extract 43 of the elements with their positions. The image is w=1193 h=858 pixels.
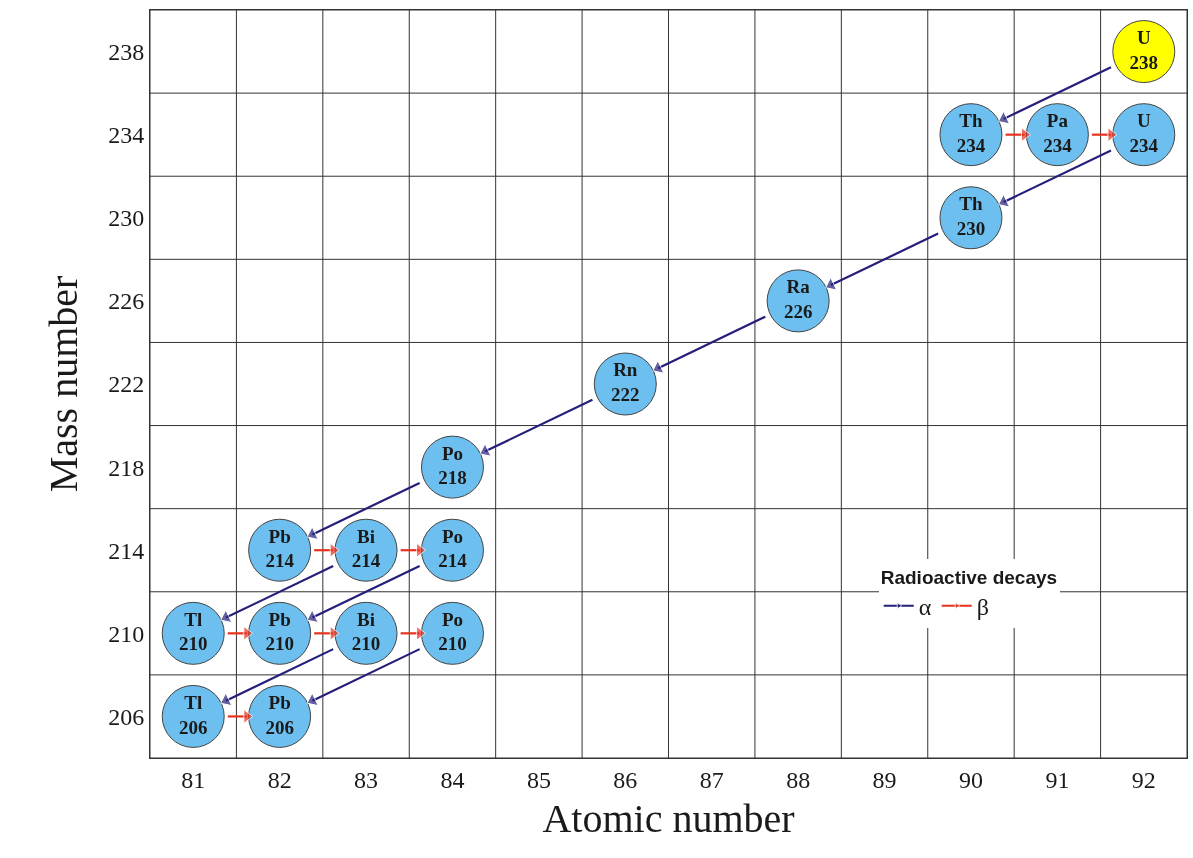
data-label: Pa 234 [1043,110,1073,156]
data-label: Bi 214 [351,525,381,572]
legend-label: α [918,594,932,621]
data-label: Rn 222 [611,359,640,406]
x-tick-label: 86 [613,766,638,793]
y-tick-label: 206 [108,703,145,730]
legend-label: β [976,594,989,621]
data-label: Pb 206 [265,691,294,738]
data-label: Tl 210 [178,608,208,655]
x-tick-label: 92 [1131,766,1156,793]
data-label: Ra 226 [783,276,813,322]
y-tick-label: 214 [108,537,145,564]
x-tick-label: 91 [1045,766,1070,793]
y-axis-title: Mass number [40,275,86,493]
x-axis-title: Atomic number [542,796,795,842]
y-tick-label: 218 [108,454,145,481]
x-tick-label: 85 [526,766,551,793]
data-label: Po 210 [438,608,467,655]
legend-title: Radioactive decays [880,566,1058,588]
x-tick-label: 90 [958,766,983,793]
data-label: Po 218 [438,442,467,489]
x-tick-label: 88 [786,766,811,793]
x-tick-label: 84 [440,766,465,793]
x-tick-label: 83 [354,766,379,793]
data-label: Po 214 [438,525,468,572]
y-tick-label: 210 [108,620,145,647]
y-tick-label: 226 [108,288,145,315]
y-tick-label: 238 [108,38,145,65]
data-label: Pb 214 [265,525,295,572]
x-tick-label: 81 [181,766,206,793]
data-label: U 234 [1129,110,1159,156]
y-tick-label: 230 [108,205,145,232]
data-label: Tl 206 [178,691,208,738]
y-tick-label: 222 [108,371,145,398]
data-label: U 238 [1129,26,1159,73]
data-label: Pb 210 [265,608,294,655]
data-label: Th 234 [956,110,986,156]
x-tick-label: 82 [267,766,292,793]
x-tick-label: 89 [872,766,897,793]
data-label: Th 230 [956,193,986,239]
x-tick-label: 87 [699,766,724,793]
data-label: Bi 210 [351,608,381,655]
y-tick-label: 234 [108,122,145,149]
